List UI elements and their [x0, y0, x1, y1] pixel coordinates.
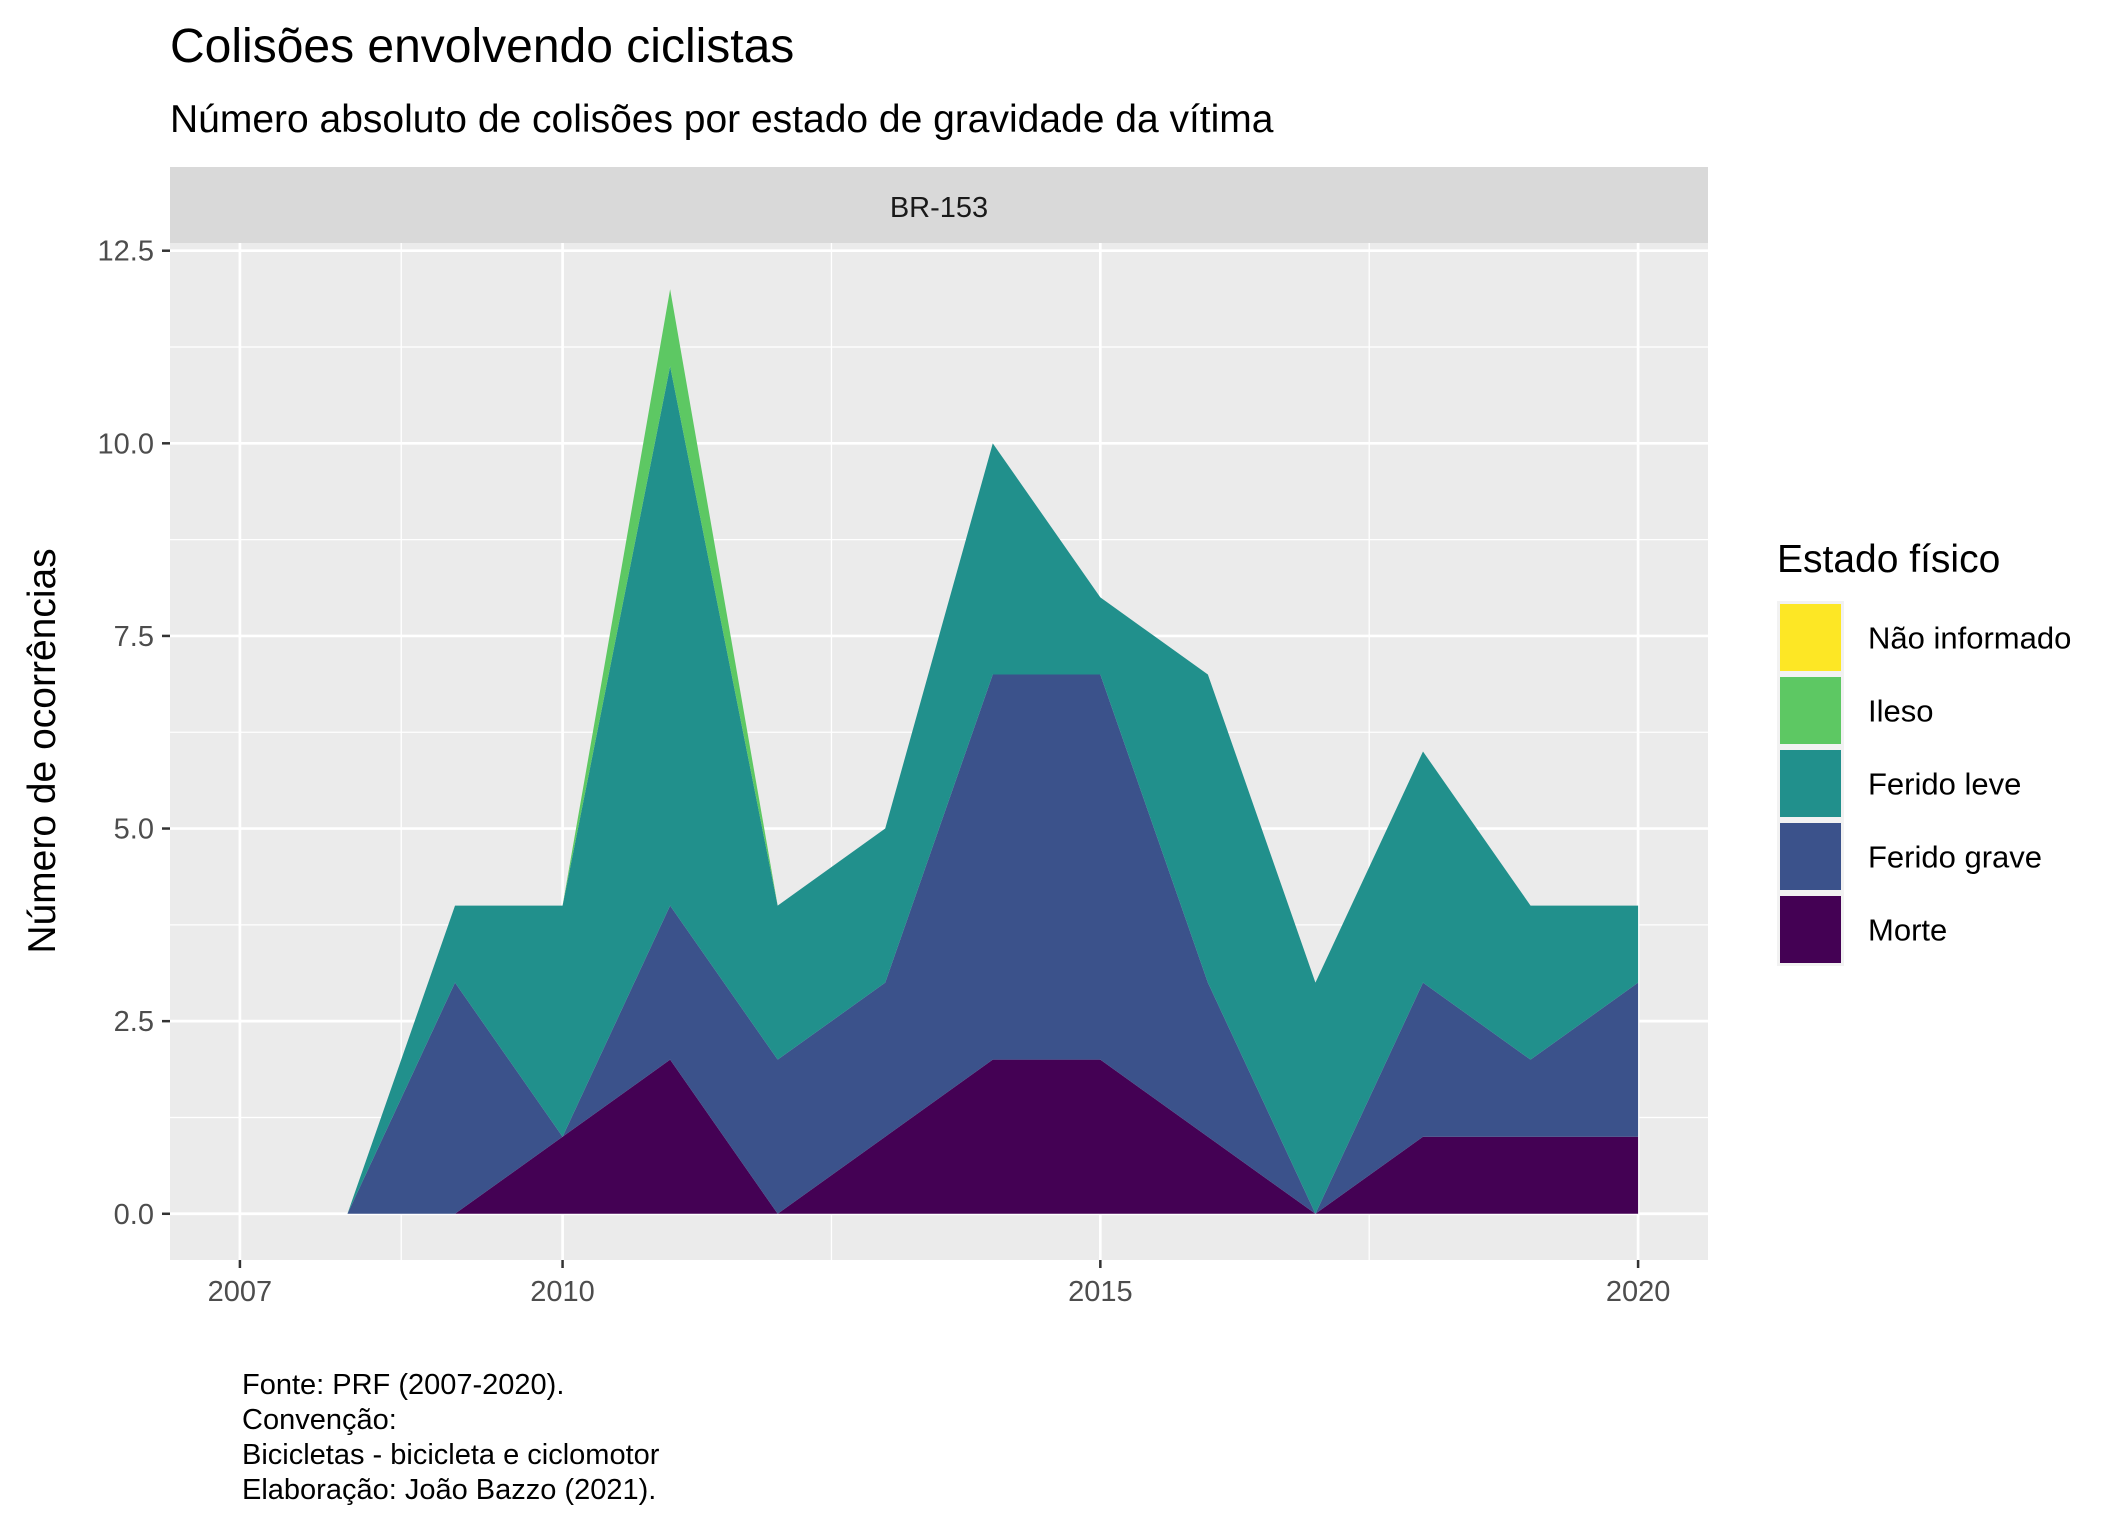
x-tick-label: 2010	[530, 1276, 595, 1308]
legend-label: Não informado	[1868, 621, 2071, 656]
legend-key-swatch	[1780, 823, 1841, 890]
legend-label: Ileso	[1868, 694, 1933, 729]
y-axis-label: Número de ocorrências	[21, 548, 64, 953]
caption: Fonte: PRF (2007-2020).Convenção:Bicicle…	[242, 1369, 660, 1506]
caption-line: Bicicletas - bicicleta e ciclomotor	[242, 1439, 660, 1471]
x-tick-label: 2020	[1606, 1276, 1671, 1308]
chart-subtitle: Número absoluto de colisões por estado d…	[170, 98, 1274, 141]
x-tick-label: 2007	[208, 1276, 273, 1308]
y-tick-label: 2.5	[114, 1006, 154, 1038]
legend: Estado físico Não informado Ileso Ferido l…	[1777, 538, 2071, 966]
facet-strip	[170, 167, 1708, 243]
legend-title: Estado físico	[1777, 538, 2000, 581]
legend-key-swatch	[1780, 604, 1841, 671]
legend-label: Ferido grave	[1868, 840, 2042, 875]
y-tick-label: 0.0	[114, 1199, 154, 1231]
legend-label: Morte	[1868, 913, 1947, 948]
area-ferido-grave	[347, 674, 1639, 1214]
area-ferido-leve	[347, 366, 1639, 1214]
caption-line: Convenção:	[242, 1404, 397, 1436]
chart-title: Colisões envolvendo ciclistas	[170, 20, 794, 73]
y-axis: 0.0 2.5 5.0 7.5 10.0 12.5	[98, 236, 170, 1231]
legend-key-swatch	[1780, 677, 1841, 744]
x-tick-label: 2015	[1068, 1276, 1133, 1308]
area-morte	[347, 1059, 1639, 1214]
y-tick-label: 10.0	[98, 428, 154, 460]
legend-key-swatch	[1780, 750, 1841, 817]
area-layers	[347, 289, 1639, 1214]
legend-key-swatch	[1780, 896, 1841, 963]
y-tick-label: 7.5	[114, 621, 154, 653]
caption-line: Elaboração: João Bazzo (2021).	[242, 1474, 656, 1506]
x-axis: 2007 2010 2015 2020	[208, 1260, 1671, 1308]
legend-label: Ferido leve	[1868, 767, 2021, 802]
y-tick-label: 5.0	[114, 814, 154, 846]
y-tick-label: 12.5	[98, 236, 154, 268]
facet-label: BR-153	[890, 192, 988, 224]
caption-line: Fonte: PRF (2007-2020).	[242, 1369, 564, 1401]
